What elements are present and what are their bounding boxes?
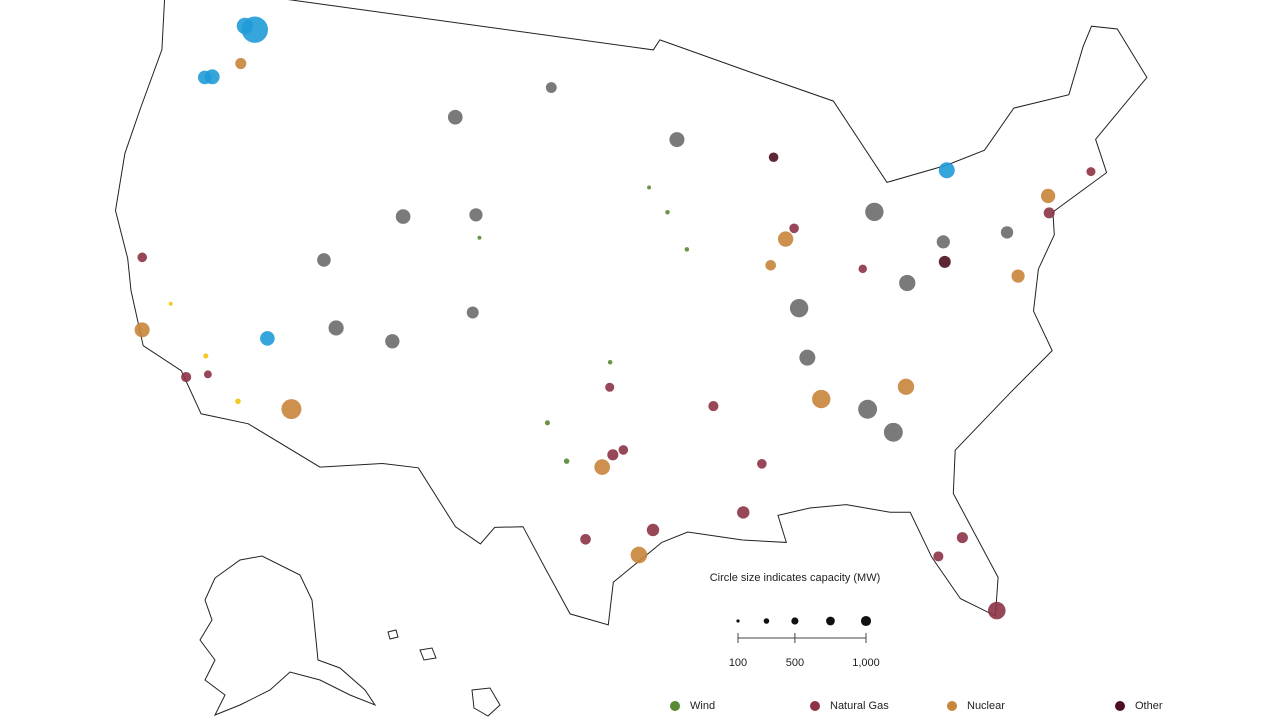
plant: [236, 17, 254, 35]
plant: [737, 506, 750, 519]
size-legend-circle: [736, 619, 740, 623]
size-legend-label: 500: [786, 657, 804, 669]
size-legend-label: 100: [729, 657, 747, 669]
plant: [607, 449, 619, 461]
plant: [757, 458, 767, 469]
size-legend-circle: [860, 615, 872, 627]
plant: [899, 274, 916, 292]
plant: [1086, 167, 1096, 177]
plant: [181, 371, 192, 383]
plant: [235, 58, 247, 70]
size-legend-circle: [763, 618, 770, 624]
plant: [328, 320, 344, 336]
plant: [768, 152, 779, 163]
plant: [956, 532, 968, 544]
plant: [938, 255, 951, 268]
plant: [708, 401, 719, 412]
plant: [466, 306, 479, 319]
plant: [1011, 269, 1025, 283]
plant: [385, 334, 400, 349]
plant: [799, 349, 816, 366]
legend-label: Nuclear: [967, 700, 1005, 712]
plant: [395, 209, 411, 224]
plant: [197, 70, 212, 85]
plant: [469, 208, 483, 222]
plant: [605, 382, 615, 392]
plant: [618, 445, 629, 455]
plant: [477, 235, 482, 240]
legend-swatch: [670, 701, 680, 711]
plant: [646, 523, 660, 537]
size-legend-title: Circle size indicates capacity (MW): [710, 572, 881, 584]
plant: [883, 422, 903, 442]
plant: [544, 420, 550, 426]
legend-label: Other: [1135, 700, 1163, 712]
plant: [317, 253, 331, 267]
us-outline: [114, 0, 1148, 626]
plant: [447, 109, 463, 125]
plant: [545, 82, 557, 94]
legend-label: Natural Gas: [830, 700, 889, 712]
plant: [936, 235, 950, 249]
legend-swatch: [810, 701, 820, 711]
plant: [665, 210, 670, 215]
plant: [858, 399, 878, 419]
plant: [281, 399, 302, 420]
hawaii-outline: [387, 629, 501, 717]
legend-swatch: [947, 701, 957, 711]
plant: [765, 259, 776, 271]
plant: [789, 223, 799, 234]
plant: [563, 458, 570, 464]
plant: [684, 247, 690, 252]
plant: [669, 132, 685, 148]
size-legend-label: 1,000: [852, 657, 880, 669]
size-legend-circle: [826, 616, 835, 626]
plant: [858, 264, 867, 274]
plant: [988, 601, 1006, 620]
plant: [235, 398, 241, 405]
plant: [1043, 207, 1055, 219]
plant: [203, 370, 212, 379]
plant: [607, 360, 613, 365]
plant: [812, 389, 831, 409]
plant: [168, 301, 173, 306]
plant: [260, 331, 275, 346]
plant: [1040, 188, 1056, 204]
legend-swatch: [1115, 701, 1125, 711]
plant: [789, 298, 809, 318]
plant: [777, 231, 794, 247]
plant: [203, 353, 209, 359]
plant: [580, 533, 591, 545]
plant: [134, 322, 150, 338]
plant: [630, 546, 648, 564]
plant: [938, 162, 955, 179]
plant: [647, 185, 652, 190]
legend-label: Wind: [690, 700, 715, 712]
alaska-outline: [199, 555, 377, 716]
plant: [1000, 226, 1014, 239]
plant: [865, 202, 884, 222]
plant: [897, 378, 915, 395]
plant: [594, 459, 611, 475]
plant: [137, 252, 148, 263]
size-legend-circle: [791, 617, 799, 625]
plant: [933, 551, 944, 562]
